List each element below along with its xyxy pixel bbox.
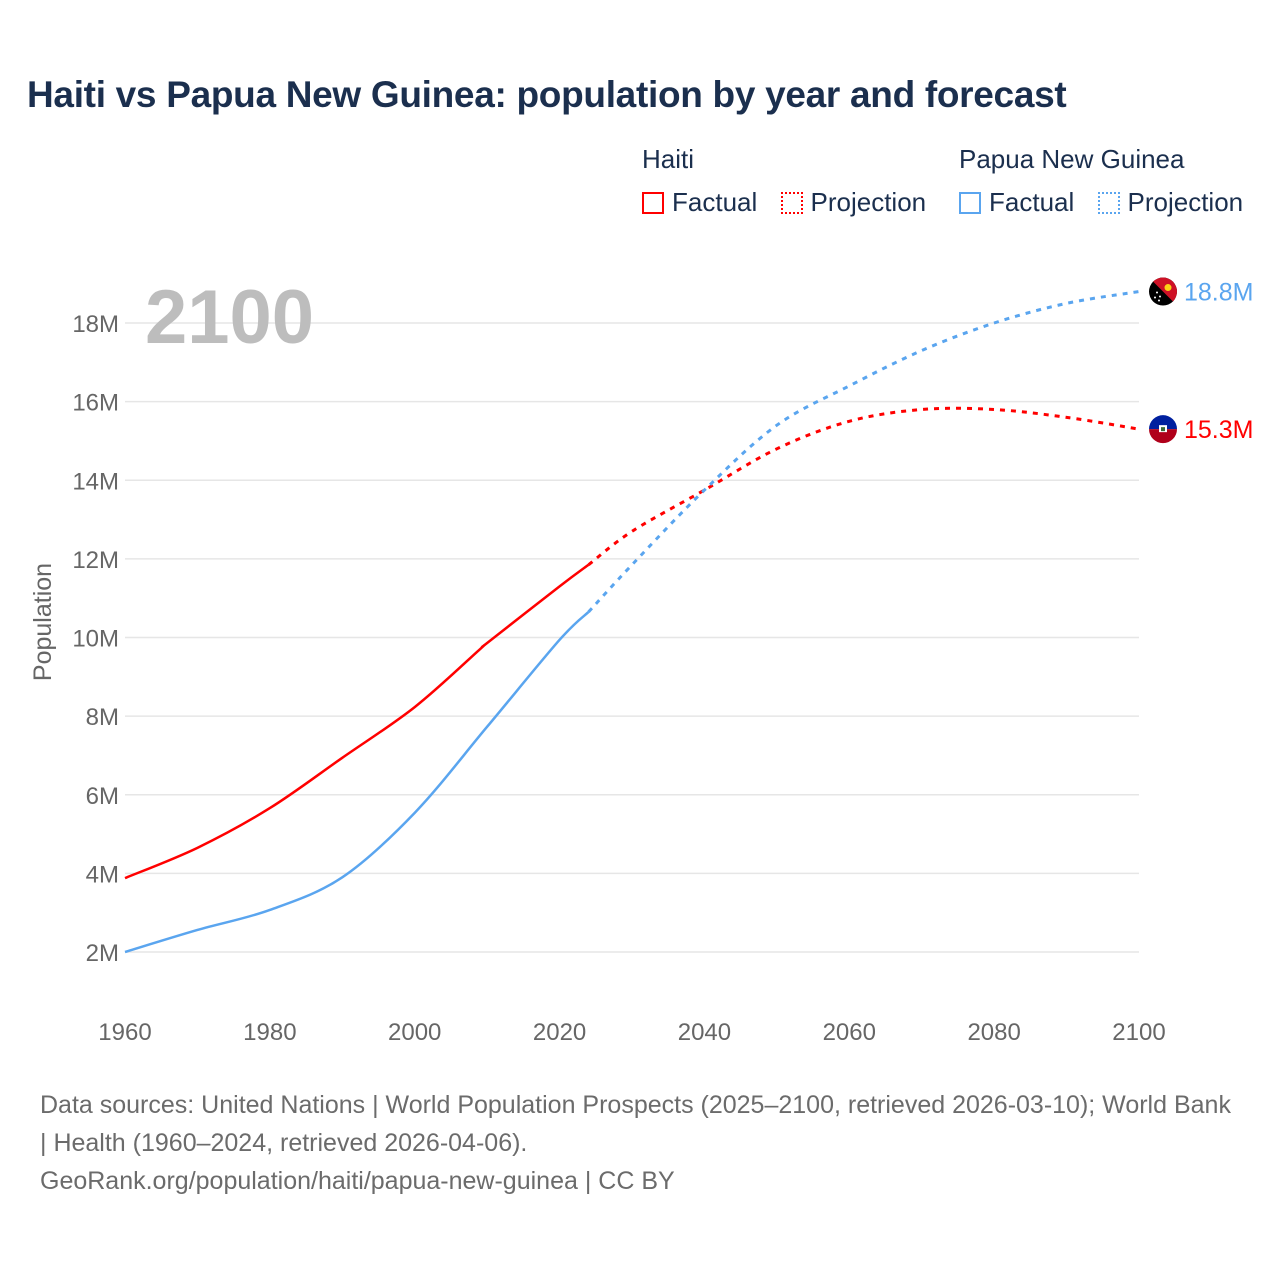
- legend-haiti: Haiti Factual Projection: [642, 144, 942, 221]
- line-chart: 2M 4M 6M 8M 10M 12M 14M 16M 18M 1960 1980 2000 2020 2…: [29, 275, 1253, 1046]
- papua-new-guinea-flag-icon: [1149, 277, 1177, 306]
- legend-png: Papua New Guinea Factual Projection: [959, 144, 1259, 221]
- credit-link[interactable]: GeoRank.org/population/haiti/papua-new-g…: [40, 1167, 675, 1195]
- legend-label: Factual: [989, 187, 1075, 217]
- y-tick-label: 4M: [86, 861, 119, 888]
- legend-png-projection[interactable]: Projection: [1097, 187, 1244, 218]
- y-axis-label: Population: [29, 563, 57, 681]
- haiti-flag-icon: [1149, 415, 1177, 444]
- x-tick-label: 2020: [533, 1019, 586, 1046]
- y-tick-label: 14M: [72, 468, 119, 495]
- x-tick-label: 2060: [823, 1019, 876, 1046]
- x-tick-label: 2000: [388, 1019, 441, 1046]
- legend-haiti-projection[interactable]: Projection: [780, 187, 927, 218]
- legend-label: Factual: [672, 187, 758, 217]
- legend-title-haiti: Haiti: [642, 144, 695, 174]
- year-watermark: 2100: [145, 275, 314, 360]
- factual-line-haiti: [124, 563, 590, 880]
- y-tick-label: 10M: [72, 626, 119, 653]
- factual-line-papua-new-guinea: [124, 611, 590, 954]
- solid-swatch-icon: [959, 191, 981, 214]
- legend-title-png: Papua New Guinea: [959, 144, 1185, 174]
- end-label-papua-new-guinea: 18.8M: [1184, 279, 1253, 307]
- y-tick-label: 8M: [86, 704, 119, 731]
- x-tick-label: 2100: [1112, 1019, 1165, 1046]
- legend-label: Projection: [810, 187, 927, 217]
- solid-swatch-icon: [642, 191, 664, 214]
- y-tick-label: 6M: [86, 783, 119, 810]
- x-tick-label: 1980: [243, 1019, 296, 1046]
- y-tick-label: 18M: [72, 311, 119, 338]
- data-sources: Data sources: United Nations | World Pop…: [40, 1091, 1231, 1157]
- x-tick-label: 1960: [98, 1019, 151, 1046]
- end-label-haiti: 15.3M: [1184, 416, 1253, 444]
- x-tick-label: 2040: [678, 1019, 731, 1046]
- dotted-swatch-icon: [780, 191, 803, 214]
- legend-png-factual[interactable]: Factual: [959, 187, 1074, 218]
- projection-line-haiti: [587, 406, 1140, 566]
- y-tick-label: 2M: [86, 940, 119, 967]
- legend-haiti-factual[interactable]: Factual: [642, 187, 757, 218]
- dotted-swatch-icon: [1097, 191, 1120, 214]
- legend-label: Projection: [1127, 187, 1244, 217]
- y-tick-label: 12M: [72, 547, 119, 574]
- footer: Data sources: United Nations | World Pop…: [40, 1086, 1240, 1200]
- projection-line-papua-new-guinea: [587, 290, 1140, 613]
- y-tick-label: 16M: [72, 390, 119, 417]
- x-tick-label: 2080: [967, 1019, 1020, 1046]
- chart-title: Haiti vs Papua New Guinea: population by…: [27, 74, 1067, 115]
